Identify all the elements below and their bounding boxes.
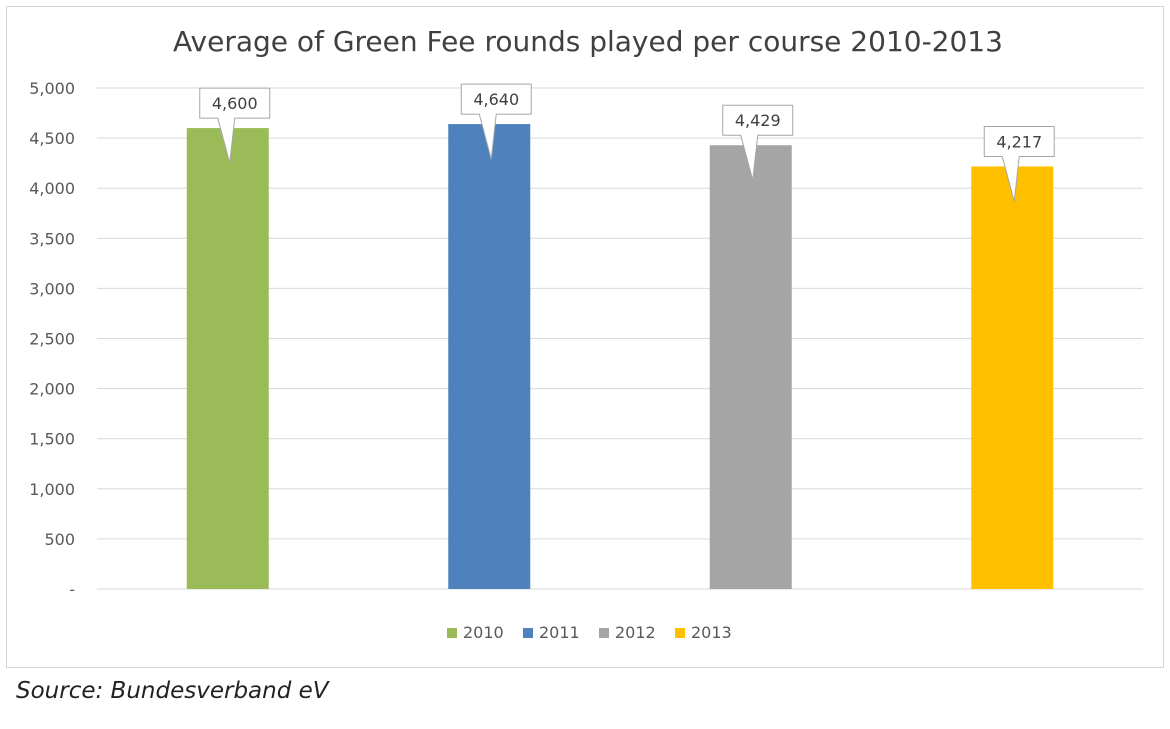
legend-label: 2011 <box>539 623 580 642</box>
bar-2011 <box>448 124 531 590</box>
y-tick-label: 5,000 <box>29 79 75 98</box>
y-tick-label: - <box>69 580 75 599</box>
y-tick-label: 1,500 <box>29 430 75 449</box>
legend-swatch-2010 <box>447 628 457 638</box>
bar-2010 <box>186 128 269 589</box>
data-label-callout <box>199 87 271 164</box>
data-label: 4,600 <box>212 94 258 113</box>
data-label-callout <box>983 125 1055 202</box>
legend-swatch-2012 <box>599 628 609 638</box>
y-tick-label: 2,500 <box>29 330 75 349</box>
legend-swatch-2011 <box>523 628 533 638</box>
y-tick-label: 3,000 <box>29 279 75 298</box>
legend-swatch-2013 <box>675 628 685 638</box>
data-label-callout <box>460 83 532 160</box>
legend-label: 2013 <box>691 623 732 642</box>
source-note: Source: Bundesverband eV <box>16 678 329 704</box>
bar-2013 <box>971 166 1054 589</box>
y-tick-label: 4,000 <box>29 179 75 198</box>
chart-title: Average of Green Fee rounds played per c… <box>173 25 1003 58</box>
y-tick-label: 3,500 <box>29 229 75 248</box>
data-label: 4,640 <box>473 90 519 109</box>
y-tick-label: 1,000 <box>29 480 75 499</box>
y-tick-label: 4,500 <box>29 129 75 148</box>
y-tick-label: 2,000 <box>29 380 75 399</box>
data-label-callout <box>722 104 794 181</box>
bar-2012 <box>709 145 792 589</box>
data-label: 4,429 <box>735 111 781 130</box>
legend-label: 2012 <box>615 623 656 642</box>
data-label: 4,217 <box>996 132 1042 151</box>
legend-label: 2010 <box>463 623 504 642</box>
y-tick-label: 500 <box>44 530 75 549</box>
